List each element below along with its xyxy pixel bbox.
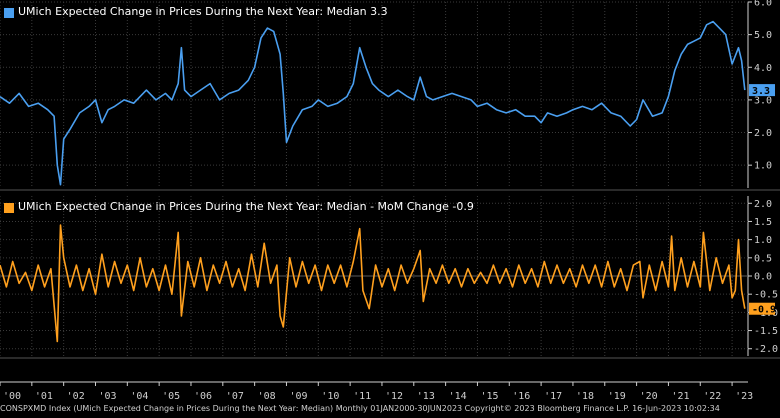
bottom-ytick-label: -2.0 — [754, 344, 778, 355]
x-tick-label: '23 — [735, 391, 753, 402]
x-tick-label: '03 — [98, 391, 116, 402]
bottom-series-line — [0, 224, 746, 343]
x-tick-label: '07 — [226, 391, 244, 402]
x-tick-label: '05 — [162, 391, 180, 402]
x-tick-label: '12 — [385, 391, 403, 402]
x-tick-label: '10 — [321, 391, 339, 402]
x-tick-label: '13 — [417, 391, 435, 402]
bottom-chart-title: UMich Expected Change in Prices During t… — [18, 200, 474, 213]
x-tick-label: '08 — [258, 391, 276, 402]
x-tick-label: '11 — [353, 391, 371, 402]
x-tick-label: '22 — [703, 391, 721, 402]
top-last-value-badge — [749, 84, 775, 97]
x-tick-label: '20 — [640, 391, 658, 402]
x-tick-label: '15 — [480, 391, 498, 402]
top-ytick-label: 3.0 — [754, 95, 772, 106]
top-legend-swatch — [4, 8, 14, 18]
top-chart-title: UMich Expected Change in Prices During t… — [18, 5, 388, 18]
top-last-value-label: 3.3 — [752, 86, 770, 97]
bottom-series-group — [0, 224, 746, 343]
x-tick-label: '02 — [67, 391, 85, 402]
bottom-last-value-label: -0.9 — [752, 305, 776, 316]
bottom-y-axis: 2.01.51.00.50.0-0.5-1.0-1.5-2.0-0.9 — [748, 199, 778, 355]
x-tick-label: '17 — [544, 391, 562, 402]
x-tick-label: '00 — [3, 391, 21, 402]
x-tick-label: '06 — [194, 391, 212, 402]
x-axis: '00 '01 '02 '03 '04 '05 '06 '07 '08 '09 '10 '11 '12 '… — [0, 381, 753, 402]
x-tick-label: '09 — [289, 391, 307, 402]
bottom-ytick-label: 0.0 — [754, 272, 772, 283]
top-ytick-label: 2.0 — [754, 128, 772, 139]
top-series-line — [0, 20, 746, 186]
x-tick-label: '01 — [35, 391, 53, 402]
bottom-ytick-label: 0.5 — [754, 253, 772, 264]
bottom-legend-swatch — [4, 203, 14, 213]
x-tick-label: '21 — [671, 391, 689, 402]
bottom-ytick-label: 1.5 — [754, 217, 772, 228]
x-tick-label: '04 — [130, 391, 148, 402]
x-tick-label: '14 — [449, 391, 467, 402]
bottom-ytick-label: -1.5 — [754, 326, 778, 337]
top-ytick-label: 4.0 — [754, 63, 772, 74]
top-ytick-label: 1.0 — [754, 161, 772, 172]
bottom-ytick-label: 2.0 — [754, 199, 772, 210]
top-y-axis: 6.0 5.0 4.0 3.0 2.0 1.0 3.3 — [748, 0, 775, 172]
x-tick-label: '19 — [608, 391, 626, 402]
x-tick-label: '18 — [576, 391, 594, 402]
top-ytick-label: 5.0 — [754, 30, 772, 41]
top-ytick-label: 6.0 — [754, 0, 772, 9]
bottom-last-value-badge — [749, 302, 775, 315]
bottom-ytick-label: 1.0 — [754, 235, 772, 246]
bottom-ytick-label: -0.5 — [754, 290, 778, 301]
top-series-group — [0, 20, 746, 186]
x-tick-label: '16 — [512, 391, 530, 402]
footer-source-text: CONSPXMD Index (UMich Expected Change in… — [0, 404, 720, 413]
